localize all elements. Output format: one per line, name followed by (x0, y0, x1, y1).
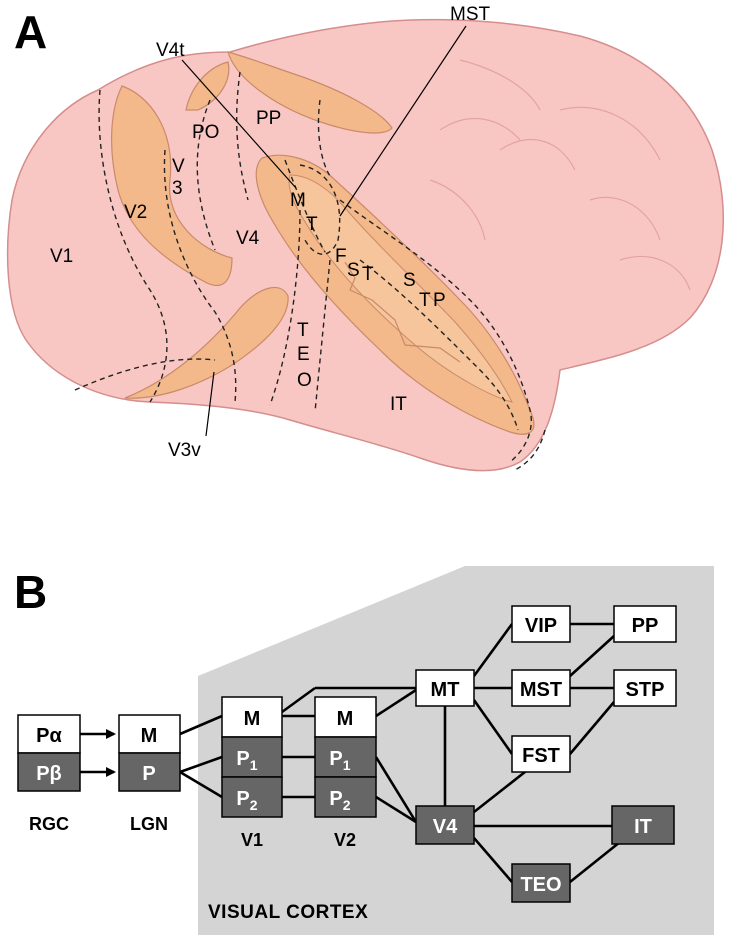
intraparietal-sulcus (227, 51, 393, 134)
lgn-p-to-v1-p1 (179, 755, 223, 774)
v4-to-fst (473, 766, 531, 814)
v1-p1-box (221, 736, 283, 778)
v2-p2-to-v4 (375, 795, 417, 824)
panel-b-label: B (14, 566, 47, 618)
teo-box (511, 863, 571, 903)
sts-floor (288, 174, 513, 403)
v1-column: M P1 P2 V1 (221, 696, 283, 850)
vip-box (511, 605, 571, 643)
v2-m-to-mt (375, 688, 417, 718)
v2-p1-box (314, 736, 377, 778)
v4-to-teo (473, 837, 513, 883)
v1-m-label: M (244, 708, 261, 730)
area-teo-label-t: T (297, 320, 309, 341)
callout-mst-label: MST (450, 4, 491, 25)
panel-a-label: A (14, 6, 47, 58)
mt-to-vip (472, 623, 514, 677)
area-fst-label-t: T (362, 264, 374, 285)
v2-m-box (314, 696, 377, 738)
v2-m-label: M (337, 708, 354, 730)
visual-cortex-label: VISUAL CORTEX (208, 902, 368, 923)
mst-box (511, 669, 571, 707)
area-fst-label-s: S (347, 260, 360, 281)
brain-illustration (6, 18, 725, 472)
area-v4-label: V4 (236, 228, 260, 249)
v1-p1-label: P1 (236, 748, 257, 773)
mt-label: MT (431, 679, 460, 701)
callout-v4t-pointer (181, 59, 297, 189)
v1-m-box (221, 696, 283, 738)
pp-box (613, 605, 677, 643)
rgc-p-beta-label: Pβ (36, 763, 62, 785)
v1-m-to-mt (281, 686, 316, 714)
v1-p2-label: P2 (236, 788, 257, 813)
teo-label: TEO (520, 874, 561, 896)
fst-to-stp (569, 701, 615, 755)
area-v3-label-3: 3 (172, 178, 183, 199)
fst-box (511, 735, 571, 773)
area-teo-label-e: E (297, 344, 310, 365)
it-label: IT (634, 816, 652, 838)
v2-p1-label: P1 (329, 748, 350, 773)
rgc-column: Pα Pβ RGC (17, 714, 81, 834)
lgn-p-to-v1-p2 (179, 770, 223, 799)
v1-caption: V1 (241, 830, 263, 850)
area-v2-label: V2 (124, 202, 147, 223)
area-it-label: IT (390, 394, 407, 415)
v2-p2-label: P2 (329, 788, 350, 813)
fst-label: FST (522, 745, 560, 767)
lgn-p-box (118, 752, 181, 792)
area-stp-label-s: S (403, 270, 416, 291)
area-stp-label-t: T (419, 290, 431, 311)
area-mt-label-t: T (306, 214, 318, 235)
connections (80, 622, 621, 884)
lgn-m-to-v1-m (179, 714, 223, 736)
mst-label: MST (520, 679, 562, 701)
visual-cortex-region (198, 566, 714, 935)
rgc-p-beta-box (17, 752, 81, 792)
inferior-occipital-sulcus (124, 286, 289, 399)
v1-p2-box (221, 776, 283, 818)
area-v3-label-v: V (172, 156, 185, 177)
callout-mst-pointer (339, 25, 467, 217)
v4-label: V4 (433, 816, 458, 838)
callout-v4t-label: V4t (156, 40, 185, 61)
stp-box (613, 669, 677, 707)
mst-to-pp (569, 635, 615, 677)
lgn-p-label: P (142, 763, 155, 785)
v2-p1-to-v4 (374, 756, 418, 823)
callout-v3v-label: V3v (168, 440, 201, 461)
area-v1-label: V1 (50, 246, 73, 267)
lgn-m-label: M (141, 725, 158, 747)
rgc-p-alpha-label: Pα (36, 725, 62, 747)
pp-label: PP (632, 615, 659, 637)
area-mt-label-m: M (290, 190, 306, 211)
v2-column: M P1 P2 V2 (314, 696, 377, 850)
mt-box (415, 669, 475, 707)
stp-label: STP (626, 679, 665, 701)
area-stp-label-p: P (433, 290, 446, 311)
vip-label: VIP (525, 615, 557, 637)
lunate-sulcus (111, 85, 233, 287)
callout-v3v-pointer (205, 371, 215, 437)
rgc-p-alpha-box (17, 714, 81, 754)
v2-p2-box (314, 776, 377, 818)
rgc-caption: RGC (29, 814, 69, 834)
lgn-column: M P LGN (118, 714, 181, 834)
area-pp-label: PP (256, 108, 281, 129)
v4-box (415, 805, 475, 845)
area-po-label: PO (192, 122, 219, 143)
area-fst-label-f: F (335, 246, 347, 267)
mt-to-fst (472, 699, 514, 755)
teo-to-it (569, 840, 621, 884)
it-box (611, 805, 675, 845)
lgn-m-box (118, 714, 181, 754)
v2-caption: V2 (334, 830, 356, 850)
lgn-caption: LGN (130, 814, 168, 834)
area-teo-label-o: O (297, 370, 312, 391)
